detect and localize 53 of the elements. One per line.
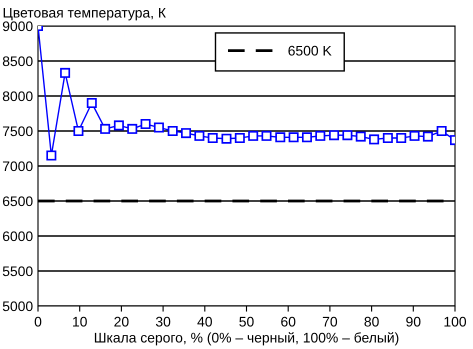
point [208, 133, 218, 143]
point [262, 130, 272, 141]
point [329, 130, 340, 140]
y-tick-label: 6000 [2, 231, 33, 242]
point [288, 132, 299, 142]
x-tick-label: 40 [197, 316, 212, 327]
y-tick-label: 5000 [2, 301, 33, 312]
y-tick-label: 9000 [2, 21, 33, 32]
x-tick-label: 0 [34, 316, 42, 327]
point [154, 122, 164, 132]
point [315, 130, 326, 141]
x-tick-label: 20 [114, 316, 129, 327]
point [302, 132, 312, 142]
legend-label: 6500 K [288, 46, 332, 56]
y-tick-label: 7500 [2, 126, 33, 136]
point [436, 126, 447, 136]
x-tick-label: 100 [444, 316, 466, 327]
point [369, 134, 380, 144]
x-tick-label: 70 [322, 316, 338, 327]
x-axis-title: Шкала серого, % (0% – черный, 100% – белый) [94, 332, 398, 346]
point [422, 132, 433, 142]
x-tick-label: 50 [239, 316, 254, 327]
point [356, 132, 366, 142]
y-tick-label: 5500 [2, 266, 33, 276]
y-tick-label: 6500 [2, 196, 33, 206]
point [342, 130, 352, 140]
point [114, 120, 124, 130]
point [140, 119, 151, 129]
point [168, 126, 178, 136]
point [234, 133, 245, 143]
point [60, 68, 70, 78]
point [248, 130, 258, 141]
x-tick-label: 60 [281, 316, 296, 327]
point [275, 132, 286, 142]
point [194, 130, 204, 141]
point [221, 134, 232, 144]
point [181, 128, 192, 138]
point [86, 98, 97, 108]
x-tick-label: 80 [364, 316, 379, 327]
point [396, 133, 406, 143]
point [410, 130, 420, 141]
point [127, 124, 138, 134]
x-tick-label: 90 [406, 316, 420, 327]
x-tick-label: 30 [156, 316, 170, 327]
point [73, 126, 84, 136]
y-tick-label: 8000 [2, 91, 33, 102]
point [382, 133, 393, 143]
y-tick-label: 8500 [2, 56, 33, 66]
point [46, 150, 56, 160]
y-axis-title: Цветовая температура, К [4, 8, 166, 20]
y-tick-label: 7000 [2, 161, 33, 172]
x-tick-label: 10 [73, 316, 87, 327]
point [100, 124, 110, 134]
